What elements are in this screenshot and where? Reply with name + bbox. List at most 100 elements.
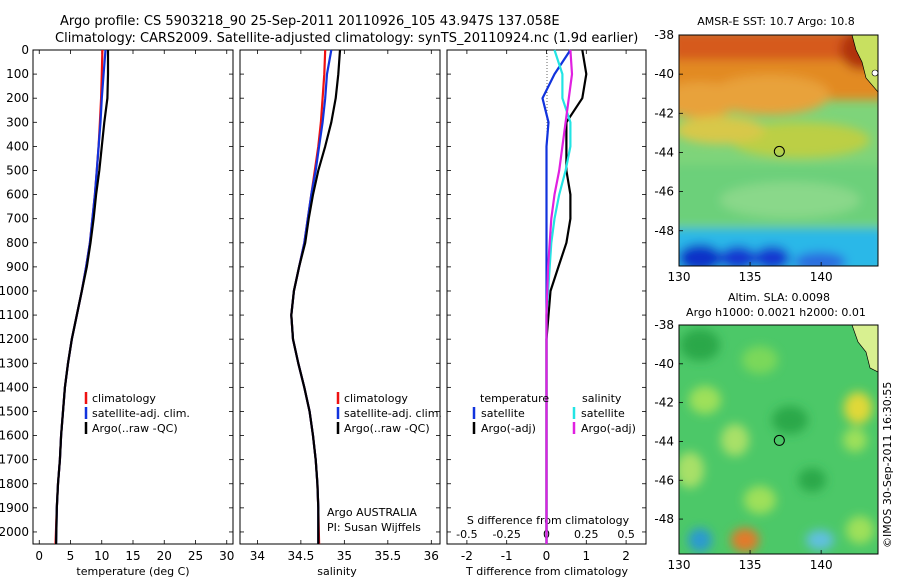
salinity-legend: climatology satellite-adj. clim. Argo(..… xyxy=(336,392,442,435)
depth-tick-label: 2000 xyxy=(0,525,29,539)
x-tick-label: 10 xyxy=(94,549,109,563)
x-tick-label: 30 xyxy=(219,549,234,563)
legend-label-satellite: satellite-adj. clim. xyxy=(344,407,442,420)
x-tick-label: 15 xyxy=(125,549,140,563)
sst-map-frame xyxy=(678,34,879,267)
map-y-tick-label: -44 xyxy=(654,145,674,159)
sst-map xyxy=(679,35,878,266)
s-difference-axis-label: S difference from climatology xyxy=(467,514,630,527)
depth-tick-label: 600 xyxy=(6,188,29,202)
depth-tick-label: 0 xyxy=(21,43,29,57)
legend-label-argo: Argo(..raw -QC) xyxy=(92,422,178,435)
temperature-axis-label: temperature (deg C) xyxy=(76,565,189,578)
pi-name-label: PI: Susan Wijffels xyxy=(327,521,421,534)
series-line xyxy=(545,49,574,544)
map-y-tick-label: -48 xyxy=(654,512,674,526)
x-tick-label: -2 xyxy=(461,549,473,563)
x-tick-label: 25 xyxy=(188,549,203,563)
legend-label-sal-argo: Argo(-adj) xyxy=(581,422,636,435)
t-difference-axis-label: T difference from climatology xyxy=(465,565,628,578)
series-line xyxy=(290,49,342,544)
legend-label-climatology: climatology xyxy=(92,392,156,405)
map-x-tick-label: 140 xyxy=(810,558,833,572)
map-y-tick-label: -38 xyxy=(654,318,674,332)
float-program-label: Argo AUSTRALIA xyxy=(327,506,417,519)
sla-map-axis-ticks: 130 135 140 -38 -40 -42 -44 -46 -48 xyxy=(654,318,832,572)
salinity-panel-frame xyxy=(239,49,441,545)
map-x-tick-label: 135 xyxy=(739,270,762,284)
x-tick-label: 0 xyxy=(543,549,551,563)
x-tick-label: 35.5 xyxy=(374,549,401,563)
difference-legend: temperature satellite Argo(-adj) salinit… xyxy=(472,392,636,435)
depth-tick-label: 1700 xyxy=(0,453,29,467)
depth-tick-label: 1400 xyxy=(0,380,29,394)
map-y-tick-label: -46 xyxy=(654,185,674,199)
header-line-1: Argo profile: CS 5903218_90 25-Sep-2011 … xyxy=(60,14,560,29)
legend-label-argo: Argo(..raw -QC) xyxy=(344,422,430,435)
s-difference-axis-ticks: -0.5 -0.25 0 0.25 0.5 xyxy=(456,528,635,541)
difference-series xyxy=(541,49,588,544)
x-tick-label: 20 xyxy=(157,549,172,563)
map-x-tick-label: 130 xyxy=(668,558,691,572)
map-y-tick-label: -46 xyxy=(654,473,674,487)
depth-axis-ticks: 0 100 200 300 400 500 600 700 800 900 1000 1100 1200… xyxy=(0,43,646,539)
imos-credit: ©IMOS 30-Sep-2011 16:30:55 xyxy=(881,382,894,548)
map-y-tick-label: -38 xyxy=(654,28,674,42)
depth-tick-label: 1300 xyxy=(0,356,29,370)
legend-label-sal-satellite: satellite xyxy=(581,407,625,420)
argo-location-marker xyxy=(773,434,785,446)
header-line-2: Climatology: CARS2009. Satellite-adjuste… xyxy=(55,31,638,46)
x-tick-label: 35 xyxy=(337,549,352,563)
x-tick-label: 1 xyxy=(582,549,590,563)
legend-label-temp-argo: Argo(-adj) xyxy=(481,422,536,435)
depth-tick-label: 800 xyxy=(6,236,29,250)
depth-tick-label: 200 xyxy=(6,91,29,105)
s-diff-tick-label: 0.25 xyxy=(574,528,599,541)
depth-tick-label: 300 xyxy=(6,115,29,129)
x-tick-label: -1 xyxy=(501,549,513,563)
sst-map-axis-ticks: 130 135 140 -38 -40 -42 -44 -46 -48 xyxy=(654,28,832,284)
salinity-axis-ticks: 34 34.5 35 35.5 36 xyxy=(250,50,439,563)
map-y-tick-label: -42 xyxy=(654,106,674,120)
depth-tick-label: 400 xyxy=(6,139,29,153)
sst-map-title: AMSR-E SST: 10.7 Argo: 10.8 xyxy=(697,15,855,28)
depth-tick-label: 700 xyxy=(6,212,29,226)
salinity-axis-label: salinity xyxy=(317,565,357,578)
map-y-tick-label: -48 xyxy=(654,224,674,238)
depth-tick-label: 1800 xyxy=(0,477,29,491)
map-x-tick-label: 135 xyxy=(739,558,762,572)
x-tick-label: 0 xyxy=(35,549,43,563)
map-y-tick-label: -42 xyxy=(654,396,674,410)
legend-label-satellite: satellite-adj. clim. xyxy=(92,407,190,420)
map-y-tick-label: -40 xyxy=(654,357,674,371)
s-diff-tick-label: -0.5 xyxy=(456,528,477,541)
series-line xyxy=(54,49,104,545)
temperature-axis-ticks: 0 5 10 15 20 25 30 xyxy=(35,50,234,563)
map-x-tick-label: 140 xyxy=(810,270,833,284)
x-tick-label: 2 xyxy=(622,549,630,563)
x-tick-label: 34.5 xyxy=(288,549,315,563)
s-diff-tick-label: 0.5 xyxy=(617,528,635,541)
s-diff-tick-label: -0.25 xyxy=(492,528,520,541)
argo-location-marker xyxy=(773,145,785,157)
map-y-tick-label: -40 xyxy=(654,67,674,81)
temperature-panel-frame xyxy=(32,49,234,545)
series-line xyxy=(290,49,333,544)
legend-heading-temperature: temperature xyxy=(480,392,549,405)
x-tick-label: 34 xyxy=(250,549,265,563)
series-line xyxy=(55,50,110,545)
sla-map xyxy=(679,325,878,554)
x-tick-label: 5 xyxy=(67,549,75,563)
legend-label-temp-satellite: satellite xyxy=(481,407,525,420)
depth-tick-label: 500 xyxy=(6,163,29,177)
legend-heading-salinity: salinity xyxy=(582,392,622,405)
depth-tick-label: 1600 xyxy=(0,429,29,443)
depth-tick-label: 1000 xyxy=(0,284,29,298)
depth-tick-label: 1900 xyxy=(0,501,29,515)
x-tick-label: 36 xyxy=(424,549,439,563)
sla-map-subtitle: Argo h1000: 0.0021 h2000: 0.01 xyxy=(686,306,866,319)
depth-tick-label: 100 xyxy=(6,67,29,81)
depth-tick-label: 900 xyxy=(6,260,29,274)
sla-map-title: Altim. SLA: 0.0098 xyxy=(728,291,830,304)
